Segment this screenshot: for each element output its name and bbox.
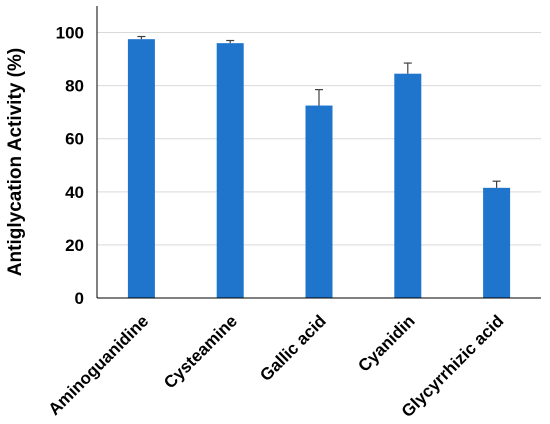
bar-cyanidin [394, 73, 422, 298]
y-tick-label: 80 [65, 77, 84, 96]
bar-gallic-acid [305, 105, 333, 298]
y-tick-label: 40 [65, 183, 84, 202]
y-tick-label: 0 [75, 289, 84, 308]
bar-aminoguanidine [127, 39, 155, 298]
y-tick-label: 60 [65, 130, 84, 149]
x-tick-labels: Aminoguanidine Cysteamine Gallic acid Cyani… [45, 311, 508, 421]
y-tick-labels: 0 20 40 60 80 100 [56, 24, 84, 308]
y-tick-label: 20 [65, 236, 84, 255]
y-tick-label: 100 [56, 24, 84, 43]
axes [96, 6, 541, 299]
x-tick-label: Cyanidin [354, 311, 418, 375]
x-tick-label: Gallic acid [256, 311, 330, 385]
x-tick-label: Aminoguanidine [45, 311, 153, 419]
bar-glycyrrhizic-acid [483, 187, 511, 298]
bar-cysteamine [216, 43, 244, 298]
y-axis-title: Antiglycation Activity (%) [5, 48, 26, 276]
x-tick-label: Cysteamine [160, 311, 241, 392]
bars [127, 39, 511, 298]
error-bars [137, 35, 501, 188]
